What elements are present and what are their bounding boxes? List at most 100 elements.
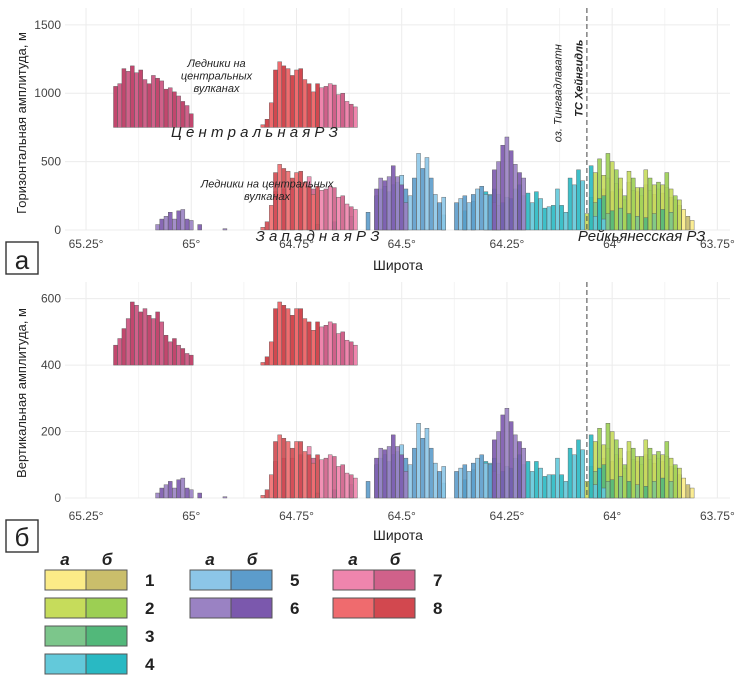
bar-series-5 (407, 464, 413, 499)
bar-central-right (353, 344, 358, 366)
bar-central-right (277, 61, 282, 128)
bar-series-2 (584, 481, 590, 499)
bar-central-left (121, 328, 127, 366)
bar-series-5 (365, 481, 371, 499)
bar-series-2 (584, 213, 590, 231)
annotation: Ледники на (186, 58, 245, 70)
bar-series-8 (306, 186, 312, 231)
bar-central-right (319, 326, 324, 366)
bar-series-6 (168, 481, 173, 499)
bar-series-3 (609, 210, 615, 231)
annotation: Ц е н т р а л ь н а я Р З (171, 124, 338, 141)
bar-central-left (172, 338, 177, 366)
bar-central-right (273, 69, 278, 128)
bar-series-6 (508, 421, 514, 499)
bar-series-8 (273, 441, 278, 499)
bar-series-5 (424, 428, 430, 499)
bar-central-right (311, 91, 316, 128)
bar-central-right (340, 93, 345, 128)
bar-series-5 (437, 202, 442, 231)
bar-central-right (264, 356, 270, 366)
bar-series-7 (336, 196, 341, 231)
bar-series-3 (668, 212, 674, 231)
panel-label-a: а (15, 245, 30, 275)
bar-central-left (184, 105, 190, 128)
bar-series-6 (517, 172, 522, 231)
bar-series-2 (664, 441, 670, 499)
bar-series-6 (189, 489, 194, 499)
bar-central-right (349, 103, 354, 128)
bar-series-6 (180, 209, 186, 231)
bar-central-left (146, 315, 152, 366)
bar-series-5 (454, 202, 459, 231)
bar-central-left (151, 318, 156, 366)
bar-central-left (138, 69, 143, 128)
bar-series-5 (458, 467, 463, 499)
bar-series-6 (189, 220, 194, 231)
legend-swatch-a (44, 625, 87, 647)
legend-label: 5 (290, 571, 299, 590)
bar-central-right (294, 69, 299, 128)
bar-series-6 (517, 441, 522, 499)
legend-label: 3 (145, 627, 154, 646)
bar-series-5 (458, 198, 463, 231)
bar-series-7 (340, 195, 345, 231)
bar-series-5 (407, 195, 413, 231)
bar-series-6 (155, 224, 160, 231)
bar-central-right (294, 308, 299, 366)
bar-series-4 (551, 205, 556, 231)
bar-series-5 (428, 177, 434, 231)
bar-series-5 (365, 212, 371, 231)
bar-series-4 (542, 207, 548, 231)
bar-series-4 (572, 184, 577, 231)
bar-series-8 (260, 495, 266, 499)
bar-series-5 (479, 454, 484, 499)
x-tick-label: 63.75° (700, 237, 735, 251)
legend-swatch-a (189, 569, 232, 591)
bar-series-5 (475, 188, 480, 231)
bar-central-left (142, 308, 148, 366)
bar-series-4 (525, 192, 531, 231)
bar-central-right (273, 308, 278, 366)
ylabel-b: Вертикальная амплитуда, м (14, 308, 29, 478)
bar-series-6 (403, 202, 409, 231)
x-tick-label: 63.75° (700, 509, 735, 523)
bar-series-2 (630, 447, 636, 499)
bar-series-8 (277, 434, 282, 499)
bar-series-4 (580, 449, 585, 499)
bar-series-8 (290, 447, 295, 499)
bar-central-left (189, 354, 194, 366)
bar-series-6 (508, 150, 514, 231)
bar-central-left (172, 91, 177, 128)
bar-series-7 (344, 203, 350, 231)
bar-central-right (327, 321, 333, 366)
bar-series-7 (349, 474, 354, 499)
bar-series-6 (222, 228, 228, 231)
bar-central-right (298, 308, 303, 366)
bar-series-5 (466, 202, 472, 231)
x-tick-label: 64.5° (388, 509, 416, 523)
bar-series-6 (513, 164, 518, 231)
panel-label-b: б (15, 522, 30, 552)
bar-central-left (130, 301, 135, 366)
x-tick-label: 64° (603, 237, 621, 251)
bar-series-3 (605, 213, 611, 231)
bar-series-6 (180, 477, 186, 499)
bar-series-6 (378, 177, 383, 231)
bar-central-right (344, 101, 350, 128)
bar-series-4 (576, 169, 581, 231)
legend-label: 4 (145, 655, 155, 674)
bar-series-4 (542, 476, 548, 499)
bar-series-5 (428, 447, 434, 499)
x-tick-label: 64.25° (490, 509, 525, 523)
bar-series-5 (479, 186, 484, 231)
bar-series-8 (264, 489, 270, 499)
bar-series-6 (391, 165, 396, 231)
legend-swatch-b (373, 569, 416, 591)
legend-label: 2 (145, 599, 154, 618)
bar-central-right (281, 65, 287, 128)
x-tick-label: 65° (182, 237, 200, 251)
bar-series-4 (580, 180, 585, 231)
